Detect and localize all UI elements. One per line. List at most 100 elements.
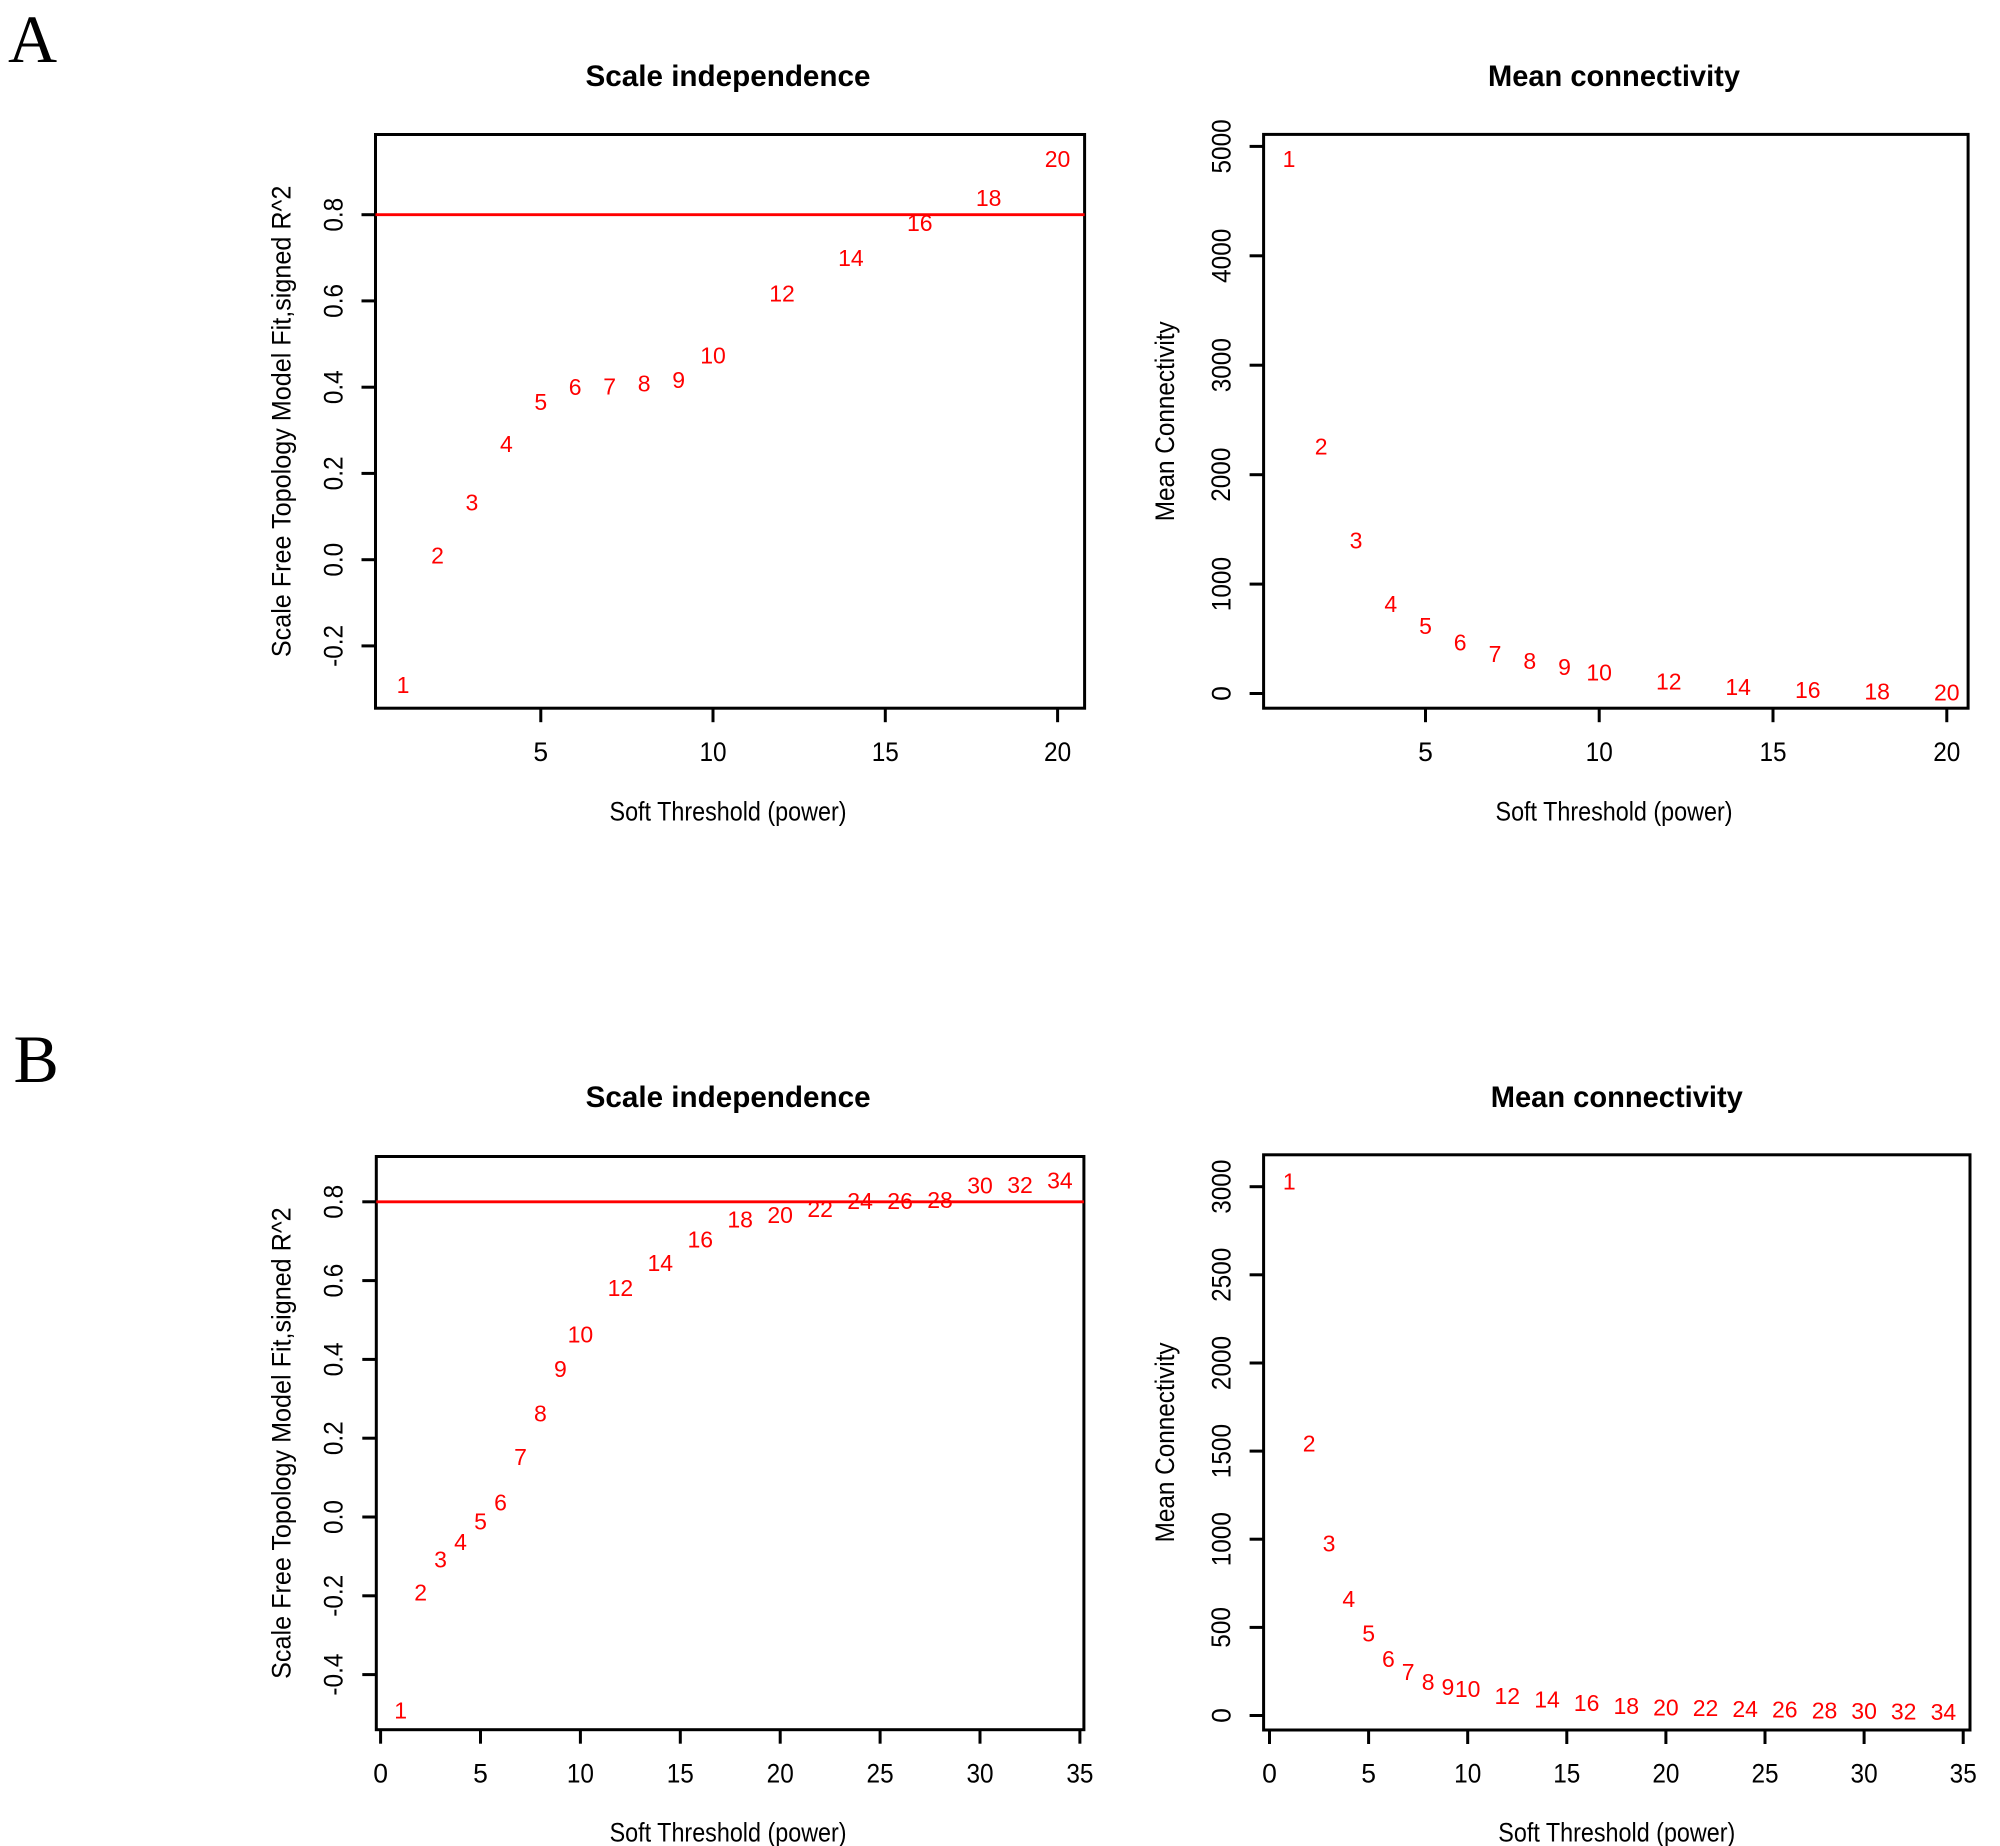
- svg-text:1500: 1500: [1206, 1424, 1236, 1478]
- svg-text:12: 12: [1495, 1683, 1521, 1709]
- svg-text:16: 16: [1574, 1690, 1600, 1716]
- svg-text:2: 2: [414, 1580, 427, 1606]
- svg-text:2: 2: [1315, 434, 1328, 460]
- svg-text:5: 5: [1419, 613, 1432, 639]
- svg-text:7: 7: [1489, 641, 1502, 667]
- svg-text:0: 0: [373, 1759, 388, 1789]
- svg-text:18: 18: [1614, 1693, 1640, 1719]
- svg-text:Soft Threshold (power): Soft Threshold (power): [1496, 797, 1733, 827]
- svg-text:6: 6: [1454, 630, 1467, 656]
- svg-text:Soft Threshold (power): Soft Threshold (power): [610, 797, 847, 827]
- svg-text:18: 18: [727, 1207, 753, 1233]
- svg-text:0: 0: [1206, 686, 1236, 701]
- svg-text:9: 9: [554, 1356, 567, 1382]
- svg-text:7: 7: [603, 373, 616, 399]
- svg-text:3: 3: [1350, 528, 1363, 554]
- svg-text:12: 12: [1656, 668, 1682, 694]
- svg-text:14: 14: [1725, 674, 1751, 700]
- svg-text:0.4: 0.4: [319, 370, 349, 404]
- svg-text:28: 28: [1812, 1698, 1838, 1724]
- svg-text:15: 15: [1759, 737, 1786, 767]
- svg-text:Soft Threshold (power): Soft Threshold (power): [1498, 1817, 1735, 1846]
- svg-text:24: 24: [847, 1188, 873, 1214]
- svg-text:22: 22: [807, 1196, 833, 1222]
- svg-text:14: 14: [1534, 1687, 1560, 1713]
- svg-text:25: 25: [867, 1759, 894, 1789]
- svg-text:10: 10: [1455, 1676, 1481, 1702]
- svg-text:Scale independence: Scale independence: [586, 60, 871, 93]
- svg-text:26: 26: [887, 1188, 913, 1214]
- svg-text:4: 4: [1384, 591, 1397, 617]
- svg-text:9: 9: [1558, 654, 1571, 680]
- svg-text:3000: 3000: [1206, 338, 1236, 392]
- svg-text:5: 5: [533, 737, 548, 767]
- svg-text:35: 35: [1950, 1759, 1977, 1789]
- svg-text:10: 10: [568, 1322, 594, 1348]
- svg-text:15: 15: [667, 1759, 694, 1789]
- svg-text:6: 6: [569, 374, 582, 400]
- svg-text:15: 15: [872, 737, 899, 767]
- svg-text:0.8: 0.8: [319, 198, 349, 232]
- svg-text:1: 1: [397, 672, 410, 698]
- svg-text:B: B: [14, 1021, 59, 1097]
- svg-text:3: 3: [466, 489, 479, 515]
- svg-text:20: 20: [767, 1759, 794, 1789]
- svg-text:5: 5: [1362, 1621, 1375, 1647]
- svg-text:Mean Connectivity: Mean Connectivity: [1150, 321, 1180, 522]
- svg-text:8: 8: [1523, 648, 1536, 674]
- svg-text:20: 20: [1653, 1694, 1679, 1720]
- svg-text:2: 2: [1303, 1431, 1316, 1457]
- svg-text:16: 16: [907, 210, 933, 236]
- svg-text:1000: 1000: [1206, 557, 1236, 611]
- svg-text:10: 10: [1586, 737, 1613, 767]
- svg-text:6: 6: [1382, 1646, 1395, 1672]
- svg-text:Scale Free Topology Model Fit,: Scale Free Topology Model Fit,signed R^2: [267, 186, 297, 658]
- svg-text:15: 15: [1553, 1759, 1580, 1789]
- svg-text:26: 26: [1772, 1697, 1798, 1723]
- svg-text:1000: 1000: [1206, 1512, 1236, 1566]
- svg-text:10: 10: [700, 343, 726, 369]
- svg-text:Mean connectivity: Mean connectivity: [1488, 60, 1740, 93]
- svg-text:30: 30: [1851, 1698, 1877, 1724]
- svg-text:20: 20: [767, 1202, 793, 1228]
- svg-text:28: 28: [927, 1187, 953, 1213]
- svg-text:30: 30: [966, 1759, 993, 1789]
- svg-text:22: 22: [1693, 1695, 1719, 1721]
- svg-text:20: 20: [1933, 737, 1960, 767]
- svg-text:7: 7: [514, 1444, 527, 1470]
- svg-text:18: 18: [1864, 679, 1890, 705]
- svg-text:34: 34: [1047, 1168, 1073, 1194]
- svg-text:10: 10: [567, 1759, 594, 1789]
- svg-text:32: 32: [1891, 1699, 1917, 1725]
- svg-text:1: 1: [394, 1698, 407, 1724]
- svg-text:34: 34: [1931, 1699, 1957, 1725]
- svg-text:2000: 2000: [1206, 448, 1236, 502]
- svg-text:-0.2: -0.2: [319, 1575, 349, 1617]
- svg-text:25: 25: [1751, 1759, 1778, 1789]
- svg-text:5: 5: [534, 389, 547, 415]
- svg-text:20: 20: [1045, 146, 1071, 172]
- svg-text:2000: 2000: [1206, 1336, 1236, 1390]
- svg-text:3000: 3000: [1206, 1160, 1236, 1214]
- svg-text:0.0: 0.0: [319, 1500, 349, 1534]
- svg-text:30: 30: [967, 1172, 993, 1198]
- svg-text:1: 1: [1283, 1169, 1296, 1195]
- svg-text:Mean Connectivity: Mean Connectivity: [1150, 1342, 1180, 1543]
- svg-text:18: 18: [976, 185, 1002, 211]
- svg-text:0.6: 0.6: [319, 1264, 349, 1298]
- svg-text:3: 3: [1323, 1530, 1336, 1556]
- svg-text:Mean connectivity: Mean connectivity: [1491, 1081, 1743, 1114]
- svg-text:-0.2: -0.2: [319, 625, 349, 667]
- svg-text:9: 9: [672, 367, 685, 393]
- svg-text:12: 12: [608, 1275, 634, 1301]
- svg-text:4: 4: [1342, 1586, 1355, 1612]
- svg-text:5000: 5000: [1206, 119, 1236, 173]
- svg-text:Scale Free Topology Model Fit,: Scale Free Topology Model Fit,signed R^2: [267, 1207, 297, 1679]
- svg-text:30: 30: [1851, 1759, 1878, 1789]
- svg-text:4: 4: [454, 1529, 467, 1555]
- svg-text:4: 4: [500, 431, 513, 457]
- svg-text:-0.4: -0.4: [319, 1654, 349, 1696]
- svg-text:Soft Threshold (power): Soft Threshold (power): [610, 1817, 847, 1846]
- svg-text:8: 8: [638, 371, 651, 397]
- svg-text:20: 20: [1652, 1759, 1679, 1789]
